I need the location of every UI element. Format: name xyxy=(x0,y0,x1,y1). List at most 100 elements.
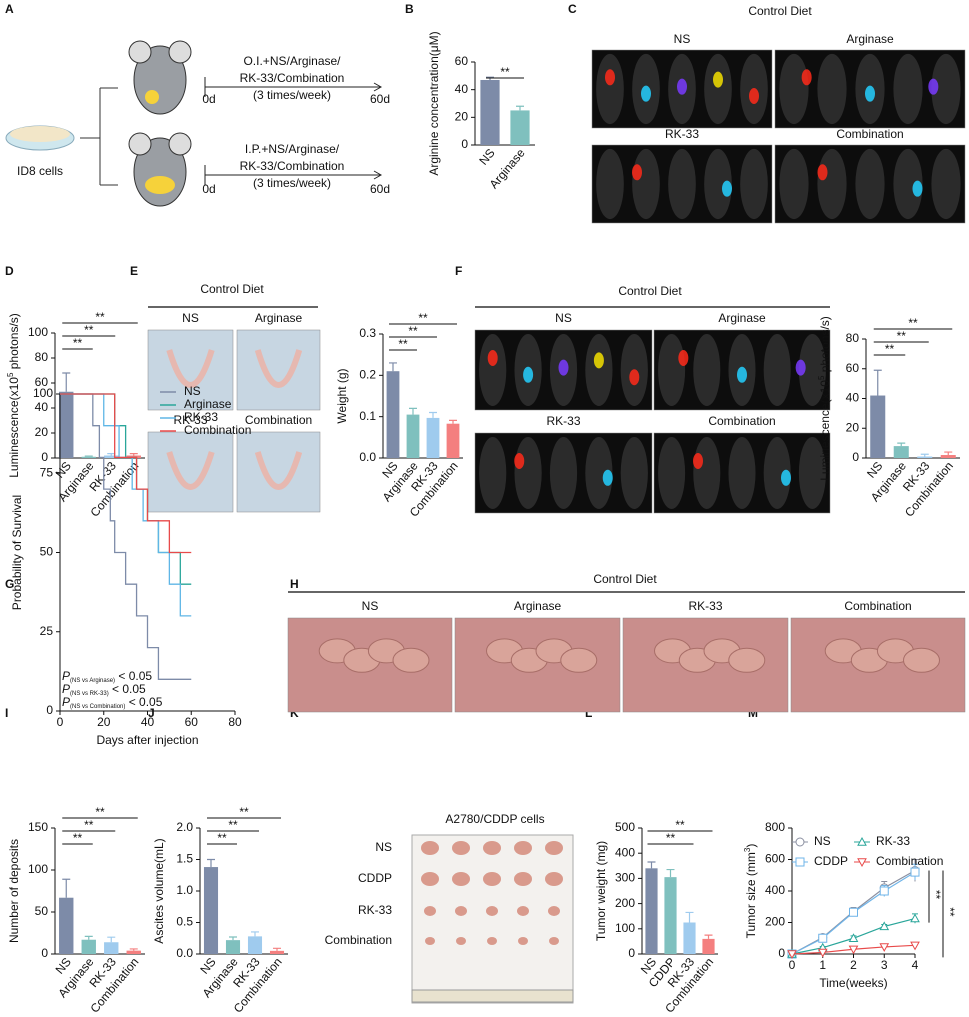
error-bar xyxy=(62,878,71,898)
marker xyxy=(879,886,889,896)
mouse-silhouette xyxy=(893,148,923,220)
x-tick-label: 4 xyxy=(912,958,919,972)
group-label: NS xyxy=(674,32,691,46)
error-bar xyxy=(666,868,675,878)
bar xyxy=(870,395,886,458)
significance-label: ** xyxy=(217,831,227,845)
legend-label: RK-33 xyxy=(184,410,218,424)
day-label: 0d xyxy=(202,92,215,106)
tumor xyxy=(452,872,470,886)
y-tick-label: 20 xyxy=(846,420,860,434)
y-axis-title-part: photons/s) xyxy=(7,313,21,372)
tissue xyxy=(254,349,303,388)
tumor xyxy=(456,937,466,945)
p-symbol: P xyxy=(62,669,70,683)
marker xyxy=(818,933,828,943)
legend-label: CDDP xyxy=(814,854,848,868)
bar xyxy=(446,423,460,458)
panel-label: B xyxy=(405,2,414,16)
row-label: NS xyxy=(375,840,392,854)
y-axis-title-part: Luminescence(x10 xyxy=(818,380,832,481)
y-tick-label: 400 xyxy=(615,845,635,859)
bar xyxy=(664,877,677,954)
y-tick-label: 75 xyxy=(40,465,54,479)
y-axis-title-sup: 5 xyxy=(6,372,15,377)
significance-label: ** xyxy=(84,818,94,832)
y-axis-title-part: ) xyxy=(744,844,758,848)
signal-spot xyxy=(514,453,525,469)
y-tick-label: 500 xyxy=(615,820,635,834)
bar xyxy=(510,110,530,145)
signal-spot xyxy=(558,359,569,376)
group-label: NS xyxy=(555,311,572,325)
signal-spot xyxy=(693,453,703,469)
signal-spot xyxy=(605,69,615,86)
significance-label: ** xyxy=(84,323,94,337)
row-label: CDDP xyxy=(358,871,392,885)
error-bar xyxy=(516,105,524,111)
significance-label: ** xyxy=(95,805,105,819)
tissue xyxy=(166,349,215,388)
x-tick-label: 0 xyxy=(789,958,796,972)
marker xyxy=(910,867,920,877)
p-value-annotation: P(NS vs RK-33) < 0.05 xyxy=(62,682,146,696)
mouse-silhouette xyxy=(693,334,721,406)
tumor xyxy=(518,937,528,945)
y-tick-label: 60 xyxy=(35,375,49,389)
panel-label: L xyxy=(585,706,592,720)
y-tick-label: 40 xyxy=(846,391,860,405)
survival-curve xyxy=(60,393,192,554)
marker xyxy=(910,941,920,951)
y-tick-label: 2.0 xyxy=(176,820,193,834)
ruler xyxy=(411,989,574,1003)
error-bar xyxy=(704,934,713,939)
significance-label: ** xyxy=(398,337,408,351)
cell-label: ID8 cells xyxy=(17,164,63,178)
signal-spot xyxy=(677,78,687,95)
mouse-silhouette xyxy=(704,148,732,220)
y-tick-label: 0 xyxy=(46,703,53,717)
treatment-text: RK-33/Combination xyxy=(240,159,345,173)
y-tick-label: 200 xyxy=(615,896,635,910)
error-bar xyxy=(389,362,397,372)
mouse-silhouette xyxy=(596,148,624,220)
survival-curve xyxy=(60,393,192,680)
bar xyxy=(59,391,74,458)
y-tick-label: 20 xyxy=(455,110,469,124)
p-symbol: P xyxy=(62,695,70,709)
error-bar xyxy=(944,451,953,456)
bar xyxy=(81,939,96,954)
y-tick-label: 150 xyxy=(28,820,48,834)
signal-spot xyxy=(487,350,498,366)
p-threshold: < 0.05 xyxy=(115,669,152,683)
panel-label: M xyxy=(748,706,758,720)
image xyxy=(236,431,321,513)
marker xyxy=(817,948,828,958)
group-label: Arginase xyxy=(514,599,562,613)
group-label: Arginase xyxy=(718,311,766,325)
y-tick-label: 0.5 xyxy=(176,915,193,929)
error-bar xyxy=(273,947,281,951)
mouse-silhouette xyxy=(585,334,613,406)
y-tick-label: 100 xyxy=(615,921,635,935)
panel-label: K xyxy=(290,706,299,720)
group-label: Arginase xyxy=(255,311,303,325)
tumor xyxy=(545,872,563,886)
row-label: RK-33 xyxy=(358,903,392,917)
signal-spot xyxy=(641,85,651,102)
x-axis-title: Days after injection xyxy=(96,733,198,747)
bar xyxy=(426,417,440,458)
group-label: RK-33 xyxy=(688,599,722,613)
y-tick-label: 60 xyxy=(846,361,860,375)
tumor xyxy=(483,841,501,855)
mouse-silhouette xyxy=(779,148,809,220)
bar xyxy=(940,455,956,458)
group-label: RK-33 xyxy=(546,414,580,428)
y-tick-label: 50 xyxy=(35,904,49,918)
y-tick-label: 60 xyxy=(455,54,469,68)
mouse-silhouette xyxy=(693,437,721,509)
bar xyxy=(683,922,696,954)
significance-label: ** xyxy=(675,818,685,832)
tumor xyxy=(421,872,439,886)
